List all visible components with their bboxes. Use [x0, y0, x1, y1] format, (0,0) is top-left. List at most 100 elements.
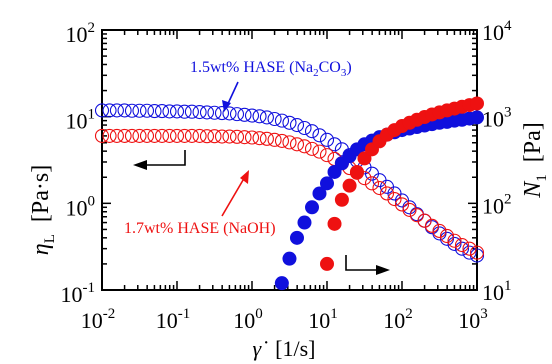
data-point-series-0 — [147, 104, 162, 119]
data-point-series-2 — [320, 176, 334, 191]
data-point-series-0 — [312, 128, 327, 143]
data-point-series-0 — [387, 186, 402, 201]
data-point-series-0 — [297, 120, 312, 136]
data-point-series-1 — [424, 218, 440, 233]
data-point-series-1 — [259, 131, 274, 146]
y-right-tick-label: 103 — [482, 105, 512, 132]
data-point-series-1 — [312, 144, 327, 159]
data-point-series-1 — [207, 129, 222, 144]
data-point-series-2 — [274, 276, 289, 291]
data-point-series-1 — [169, 128, 185, 143]
data-point-series-0 — [94, 103, 110, 118]
x-tick-label: 10-1 — [156, 306, 191, 333]
x-tick-labels: 10-2 10-1 100 101 102 103 — [81, 306, 488, 333]
y-right-tick-label: 101 — [482, 278, 512, 305]
data-point-series-0 — [282, 115, 297, 130]
data-point-series-0 — [409, 207, 424, 222]
data-point-series-0 — [289, 118, 305, 133]
data-point-series-1 — [184, 128, 199, 143]
annotation-arrow-b — [221, 174, 247, 217]
data-point-series-1 — [454, 238, 470, 253]
data-point-series-1 — [162, 128, 177, 143]
data-point-series-0 — [169, 104, 185, 119]
data-point-series-1 — [379, 186, 395, 201]
data-point-series-0 — [117, 103, 132, 118]
data-point-series-1 — [252, 131, 267, 146]
y-left-tick-label: 101 — [66, 107, 96, 134]
data-point-series-1 — [139, 128, 155, 143]
annotation-arrowhead-a — [222, 100, 231, 112]
data-point-series-1 — [304, 141, 320, 156]
data-point-series-1 — [192, 128, 207, 143]
y-right-tick-labels: 101 102 103 104 — [482, 18, 512, 305]
left-axis-indicator-head — [133, 160, 147, 170]
data-point-series-1 — [267, 132, 282, 147]
data-point-series-0 — [109, 103, 124, 118]
y-left-tick-label: 10-1 — [61, 280, 96, 307]
x-axis-label: γ̇ [1/s] — [253, 336, 316, 361]
data-point-series-0 — [327, 137, 342, 152]
data-point-series-1 — [124, 128, 140, 143]
data-point-series-1 — [462, 241, 477, 256]
data-point-series-0 — [274, 113, 290, 128]
data-point-series-0 — [454, 241, 470, 256]
annotation-label-b: 1.7wt% HASE (NaOH) — [124, 220, 276, 237]
data-point-series-1 — [94, 128, 110, 143]
ticks-layer — [101, 29, 478, 291]
data-point-series-1 — [214, 129, 230, 144]
data-point-series-0 — [192, 105, 207, 120]
data-point-series-0 — [102, 103, 117, 118]
data-point-series-0 — [132, 103, 147, 118]
data-point-series-0 — [267, 111, 282, 127]
y-left-tick-label: 100 — [66, 193, 96, 220]
data-point-series-1 — [102, 128, 117, 143]
data-point-series-0 — [214, 106, 230, 121]
y-left-axis-label: ηL[Pa·s] — [28, 165, 58, 255]
data-point-series-3 — [327, 216, 342, 231]
data-point-series-2 — [297, 215, 312, 230]
data-point-series-0 — [252, 109, 267, 124]
data-point-series-0 — [184, 104, 199, 119]
data-point-series-1 — [222, 129, 237, 144]
data-point-series-0 — [319, 132, 335, 147]
data-point-series-1 — [244, 130, 260, 145]
data-point-series-3 — [349, 164, 364, 179]
data-point-series-0 — [237, 107, 252, 122]
data-point-series-1 — [117, 128, 132, 143]
data-point-series-1 — [319, 148, 335, 163]
data-point-series-2 — [312, 186, 327, 201]
data-point-series-1 — [147, 128, 162, 143]
annotation-label-a: 1.5wt% HASE (Na2CO3) — [190, 59, 352, 79]
data-point-series-0 — [402, 200, 417, 215]
data-point-series-1 — [229, 129, 245, 144]
data-point-series-1 — [402, 202, 417, 217]
data-point-series-3 — [470, 96, 484, 111]
data-layer — [94, 96, 485, 291]
data-point-series-1 — [409, 208, 424, 223]
data-point-series-1 — [439, 228, 455, 244]
data-point-series-3 — [342, 178, 357, 193]
data-point-series-1 — [282, 135, 297, 150]
data-point-series-0 — [199, 105, 215, 120]
data-point-series-0 — [244, 108, 260, 123]
data-point-series-0 — [139, 103, 155, 118]
data-point-series-0 — [162, 104, 177, 119]
data-point-series-0 — [229, 107, 245, 122]
y-left-tick-labels: 10-1 100 101 102 — [61, 20, 96, 307]
data-point-series-1 — [274, 133, 290, 148]
x-tick-label: 100 — [233, 306, 263, 333]
data-point-series-0 — [222, 106, 237, 121]
data-point-series-1 — [237, 130, 252, 145]
x-tick-label: 103 — [458, 306, 488, 333]
left-axis-indicator — [145, 150, 186, 166]
data-point-series-1 — [387, 192, 402, 207]
data-point-series-1 — [447, 233, 462, 248]
data-point-series-1 — [132, 128, 147, 143]
right-axis-indicator-head — [376, 265, 390, 275]
x-tick-label: 101 — [308, 306, 338, 333]
data-point-series-1 — [372, 181, 387, 196]
data-point-series-0 — [207, 105, 222, 120]
data-point-series-1 — [432, 223, 447, 239]
data-point-series-0 — [259, 110, 274, 125]
data-point-series-2 — [282, 251, 297, 266]
